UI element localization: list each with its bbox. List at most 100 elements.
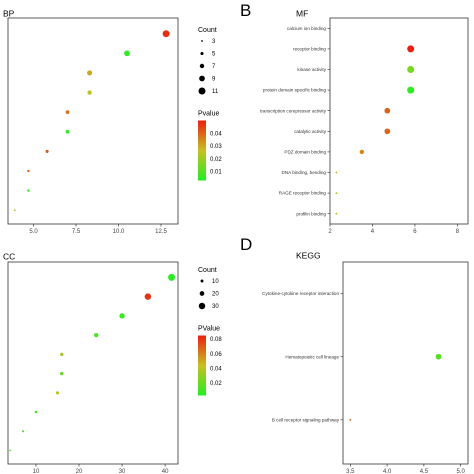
legend-color-label-bp: 0.04 <box>210 131 222 137</box>
legend-color-label-cc: 0.08 <box>210 337 222 343</box>
data-point-bp <box>124 50 130 57</box>
legend-count-dot-cc <box>200 279 204 283</box>
x-tick-label-bp: 12.5 <box>155 229 167 235</box>
data-point-cc <box>119 313 125 319</box>
data-point-mf <box>407 66 415 73</box>
data-point-cc <box>55 391 60 395</box>
plot-frame-mf <box>329 17 469 225</box>
legend-color-title-cc: PValue <box>198 326 220 333</box>
legend-color-title-bp: Pvalue <box>198 111 220 118</box>
y-category-label-mf: receptor binding <box>293 47 326 52</box>
legend-count-dot-bp <box>199 75 205 82</box>
legend-count-dot-cc <box>198 302 206 310</box>
legend-color-label-bp: 0.02 <box>210 157 222 163</box>
legend-colorbar-cc <box>198 335 206 396</box>
y-category-label-mf: calcium ion binding <box>287 26 327 31</box>
legend-count-dot-bp <box>198 87 206 95</box>
data-point-bp <box>162 30 170 38</box>
legend-count-label-bp: 11 <box>212 89 219 95</box>
data-point-cc <box>94 332 99 338</box>
x-tick-label-mf: 4 <box>371 229 375 235</box>
data-point-mf <box>407 45 415 53</box>
data-point-bp <box>65 129 70 134</box>
y-category-label-mf: PDZ domain binding <box>284 150 326 155</box>
legend-count-label-cc: 20 <box>212 292 219 298</box>
data-point-bp <box>27 189 30 192</box>
legend-colorbar-bp <box>198 120 206 181</box>
panel-letter-kegg: D <box>240 235 252 254</box>
y-category-label-mf: transcription corepressor activity <box>260 108 327 113</box>
y-category-label-mf: catalytic activity <box>294 129 327 134</box>
data-point-mf <box>384 128 391 135</box>
data-point-mf <box>335 192 338 195</box>
x-tick-label-bp: 10.0 <box>113 229 125 235</box>
data-point-mf <box>335 212 338 215</box>
y-category-label-kegg: Cytokine-cytokine receptor interaction <box>262 291 339 296</box>
legend-count-label-bp: 7 <box>212 64 216 70</box>
legend-count-title-bp: Count <box>198 27 217 34</box>
x-tick-label-kegg: 3.5 <box>346 469 355 474</box>
data-point-mf <box>384 107 391 114</box>
legend-color-label-cc: 0.02 <box>210 381 222 387</box>
data-point-bp <box>87 70 93 76</box>
legend-count-label-bp: 9 <box>212 77 216 83</box>
y-category-label-kegg: B cell receptor signaling pathway <box>272 417 340 422</box>
data-point-cc <box>34 410 38 414</box>
legend-count-dot-bp <box>201 40 203 42</box>
plot-frame-cc <box>7 261 179 465</box>
data-point-kegg <box>435 353 442 360</box>
legend-count-label-cc: 10 <box>212 279 219 285</box>
legend-color-label-cc: 0.04 <box>210 366 222 372</box>
y-category-label-kegg: Hematopoietic cell lineage <box>285 354 339 359</box>
data-point-cc <box>60 371 64 376</box>
data-point-mf <box>335 171 338 174</box>
y-category-label-mf: protein domain specific binding <box>263 88 327 93</box>
data-point-bp <box>65 110 70 115</box>
y-category-label-mf: profilin binding <box>296 211 326 216</box>
data-point-bp <box>45 149 49 153</box>
x-tick-label-mf: 6 <box>413 229 417 235</box>
x-tick-label-mf: 2 <box>328 229 332 235</box>
y-category-label-mf: DNA binding, bending <box>282 170 327 175</box>
x-tick-label-cc: 10 <box>33 469 40 474</box>
data-point-cc <box>60 352 64 357</box>
data-point-bp <box>27 169 30 173</box>
plot-frame-kegg <box>342 261 469 465</box>
data-point-kegg <box>349 418 352 421</box>
legend-color-label-bp: 0.03 <box>210 144 222 150</box>
data-point-bp <box>13 209 16 212</box>
plot-frame-bp <box>7 17 179 225</box>
panel-title-cc: CC <box>3 251 15 261</box>
x-tick-label-cc: 40 <box>162 469 169 474</box>
legend-count-dot-bp <box>199 63 205 69</box>
data-point-mf <box>359 149 365 155</box>
x-tick-label-cc: 30 <box>119 469 126 474</box>
x-tick-label-bp: 7.5 <box>72 229 81 235</box>
legend-count-label-cc: 30 <box>212 304 219 310</box>
legend-count-title-cc: Count <box>198 267 217 274</box>
y-category-label-mf: RAGE receptor binding <box>279 191 327 196</box>
legend-count-label-bp: 3 <box>212 39 216 45</box>
panel-title-kegg: KEGG <box>296 250 321 260</box>
legend-color-label-bp: 0.01 <box>210 170 222 176</box>
data-point-cc <box>9 449 12 452</box>
legend-color-label-cc: 0.06 <box>210 352 222 358</box>
x-tick-label-mf: 8 <box>456 229 460 235</box>
panel-title-mf: MF <box>296 8 308 18</box>
data-point-bp <box>87 90 92 95</box>
legend-count-dot-bp <box>200 51 204 56</box>
x-tick-label-kegg: 5.0 <box>456 469 465 474</box>
y-category-label-mf: kinase activity <box>297 67 326 72</box>
data-point-cc <box>168 273 176 281</box>
data-point-mf <box>407 86 415 94</box>
legend-count-label-bp: 5 <box>212 52 216 58</box>
data-point-cc <box>21 430 25 433</box>
x-tick-label-cc: 20 <box>76 469 83 474</box>
data-point-cc <box>144 293 152 300</box>
x-tick-label-kegg: 4.5 <box>420 469 429 474</box>
legend-count-dot-cc <box>199 291 205 296</box>
x-tick-label-bp: 5.0 <box>29 229 38 235</box>
panel-letter-mf: B <box>240 1 251 20</box>
panel-title-bp: BP <box>3 8 15 18</box>
